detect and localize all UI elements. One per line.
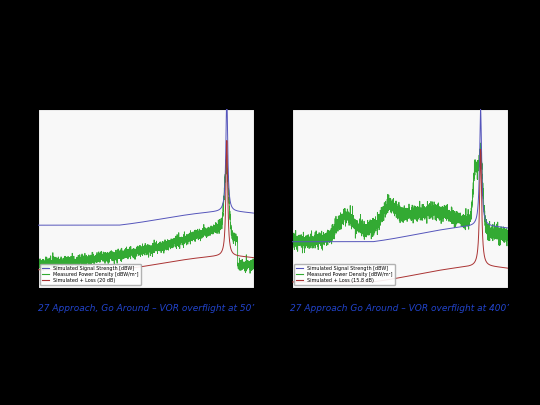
X-axis label: Distance From Threshold: Distance From Threshold [103, 300, 189, 306]
Text: (No Simulated Aircraft Antenna): (No Simulated Aircraft Antenna) [27, 81, 383, 101]
Text: 27 Approach Go Around – VOR overflight at 400’: 27 Approach Go Around – VOR overflight a… [290, 304, 509, 313]
Title: Measured vs. Simulated with No Aircraft Antenna: Measured vs. Simulated with No Aircraft … [322, 102, 477, 108]
Text: Bremen test data vs Simulated VOR Signal: Bremen test data vs Simulated VOR Signal [27, 49, 503, 68]
Title: Measured vs. Simulated with No Aircraft Antenna: Measured vs. Simulated with No Aircraft … [68, 102, 224, 108]
X-axis label: Distance From Threshold: Distance From Threshold [356, 300, 443, 306]
Text: 27 Approach, Go Around – VOR overflight at 50’: 27 Approach, Go Around – VOR overflight … [38, 304, 254, 313]
Legend: Simulated Signal Strength [dBW], Measured Power Density [dBW/m²], Simulated + Lo: Simulated Signal Strength [dBW], Measure… [294, 264, 395, 285]
Legend: Simulated Signal Strength [dBW], Measured Power Density [dBW/m²], Simulated + Lo: Simulated Signal Strength [dBW], Measure… [40, 264, 141, 285]
